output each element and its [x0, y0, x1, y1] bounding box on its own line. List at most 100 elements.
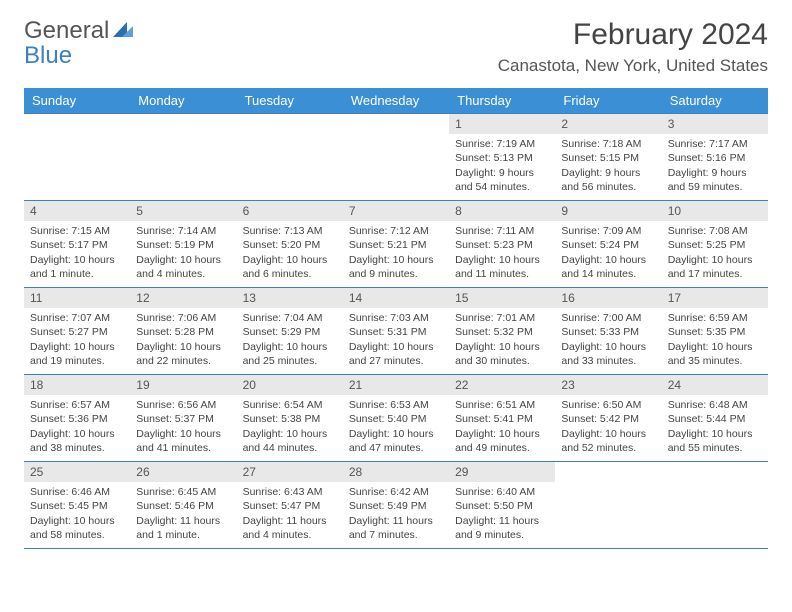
sunset-text: Sunset: 5:16 PM — [668, 151, 762, 165]
sunrise-text: Sunrise: 6:42 AM — [349, 485, 443, 499]
sunrise-text: Sunrise: 6:45 AM — [136, 485, 230, 499]
daylight-text: Daylight: 11 hours and 9 minutes. — [455, 514, 549, 542]
calendar-cell: 13Sunrise: 7:04 AMSunset: 5:29 PMDayligh… — [237, 288, 343, 374]
sunset-text: Sunset: 5:33 PM — [561, 325, 655, 339]
calendar-cell: 15Sunrise: 7:01 AMSunset: 5:32 PMDayligh… — [449, 288, 555, 374]
calendar-cell-empty — [130, 114, 236, 200]
calendar-cell: 24Sunrise: 6:48 AMSunset: 5:44 PMDayligh… — [662, 375, 768, 461]
logo: GeneralBlue — [24, 18, 135, 68]
sunset-text: Sunset: 5:13 PM — [455, 151, 549, 165]
day-number: 3 — [662, 114, 768, 134]
day-number: 25 — [24, 462, 130, 482]
sunset-text: Sunset: 5:46 PM — [136, 499, 230, 513]
calendar-cell: 18Sunrise: 6:57 AMSunset: 5:36 PMDayligh… — [24, 375, 130, 461]
sunset-text: Sunset: 5:20 PM — [243, 238, 337, 252]
daylight-text: Daylight: 10 hours and 30 minutes. — [455, 340, 549, 368]
sunset-text: Sunset: 5:44 PM — [668, 412, 762, 426]
location: Canastota, New York, United States — [498, 56, 768, 76]
calendar-cell-empty — [662, 462, 768, 548]
daylight-text: Daylight: 10 hours and 33 minutes. — [561, 340, 655, 368]
day-number: 16 — [555, 288, 661, 308]
sunset-text: Sunset: 5:37 PM — [136, 412, 230, 426]
daylight-text: Daylight: 10 hours and 1 minute. — [30, 253, 124, 281]
logo-text-2: Blue — [24, 42, 72, 69]
daylight-text: Daylight: 10 hours and 49 minutes. — [455, 427, 549, 455]
month-title: February 2024 — [498, 18, 768, 52]
sunrise-text: Sunrise: 7:19 AM — [455, 137, 549, 151]
calendar-cell: 8Sunrise: 7:11 AMSunset: 5:23 PMDaylight… — [449, 201, 555, 287]
day-number: 6 — [237, 201, 343, 221]
calendar-cell-empty — [237, 114, 343, 200]
day-number: 11 — [24, 288, 130, 308]
weekday-label: Wednesday — [343, 88, 449, 113]
calendar-cell: 9Sunrise: 7:09 AMSunset: 5:24 PMDaylight… — [555, 201, 661, 287]
calendar-cell: 19Sunrise: 6:56 AMSunset: 5:37 PMDayligh… — [130, 375, 236, 461]
sunset-text: Sunset: 5:45 PM — [30, 499, 124, 513]
logo-sail-icon — [113, 18, 135, 43]
daylight-text: Daylight: 9 hours and 54 minutes. — [455, 166, 549, 194]
header: GeneralBlue February 2024 Canastota, New… — [24, 18, 768, 76]
calendar-grid: 1Sunrise: 7:19 AMSunset: 5:13 PMDaylight… — [24, 113, 768, 549]
sunrise-text: Sunrise: 7:18 AM — [561, 137, 655, 151]
daylight-text: Daylight: 10 hours and 25 minutes. — [243, 340, 337, 368]
weekday-label: Monday — [130, 88, 236, 113]
sunset-text: Sunset: 5:25 PM — [668, 238, 762, 252]
calendar-cell: 29Sunrise: 6:40 AMSunset: 5:50 PMDayligh… — [449, 462, 555, 548]
daylight-text: Daylight: 11 hours and 4 minutes. — [243, 514, 337, 542]
sunrise-text: Sunrise: 7:08 AM — [668, 224, 762, 238]
calendar-cell: 26 Sunrise: 6:45 AMSunset: 5:46 PMDayligh… — [130, 462, 236, 548]
calendar-cell: 1 Sunrise: 7:19 AMSunset: 5:13 PMDaylight… — [449, 114, 555, 200]
calendar-cell: 5Sunrise: 7:14 AMSunset: 5:19 PMDaylight… — [130, 201, 236, 287]
calendar-cell: 3 Sunrise: 7:17 AMSunset: 5:16 PMDaylight… — [662, 114, 768, 200]
daylight-text: Daylight: 10 hours and 4 minutes. — [136, 253, 230, 281]
day-number: 24 — [662, 375, 768, 395]
sunset-text: Sunset: 5:27 PM — [30, 325, 124, 339]
day-number: 1 — [449, 114, 555, 134]
day-number: 2 — [555, 114, 661, 134]
sunrise-text: Sunrise: 6:53 AM — [349, 398, 443, 412]
sunrise-text: Sunrise: 6:57 AM — [30, 398, 124, 412]
weekday-label: Sunday — [24, 88, 130, 113]
sunset-text: Sunset: 5:38 PM — [243, 412, 337, 426]
calendar-cell: 20Sunrise: 6:54 AMSunset: 5:38 PMDayligh… — [237, 375, 343, 461]
daylight-text: Daylight: 10 hours and 11 minutes. — [455, 253, 549, 281]
sunset-text: Sunset: 5:49 PM — [349, 499, 443, 513]
day-number: 20 — [237, 375, 343, 395]
day-number: 21 — [343, 375, 449, 395]
sunset-text: Sunset: 5:35 PM — [668, 325, 762, 339]
day-number: 18 — [24, 375, 130, 395]
sunrise-text: Sunrise: 7:09 AM — [561, 224, 655, 238]
sunset-text: Sunset: 5:47 PM — [243, 499, 337, 513]
calendar-week: 18Sunrise: 6:57 AMSunset: 5:36 PMDayligh… — [24, 375, 768, 462]
sunrise-text: Sunrise: 7:15 AM — [30, 224, 124, 238]
weekday-label: Tuesday — [237, 88, 343, 113]
daylight-text: Daylight: 10 hours and 14 minutes. — [561, 253, 655, 281]
day-number: 26 — [130, 462, 236, 482]
day-number: 29 — [449, 462, 555, 482]
calendar-cell: 25Sunrise: 6:46 AMSunset: 5:45 PMDayligh… — [24, 462, 130, 548]
sunrise-text: Sunrise: 7:07 AM — [30, 311, 124, 325]
sunset-text: Sunset: 5:15 PM — [561, 151, 655, 165]
sunset-text: Sunset: 5:41 PM — [455, 412, 549, 426]
daylight-text: Daylight: 10 hours and 6 minutes. — [243, 253, 337, 281]
daylight-text: Daylight: 10 hours and 35 minutes. — [668, 340, 762, 368]
weekday-header: Sunday Monday Tuesday Wednesday Thursday… — [24, 88, 768, 113]
daylight-text: Daylight: 11 hours and 1 minute. — [136, 514, 230, 542]
title-block: February 2024 Canastota, New York, Unite… — [498, 18, 768, 76]
calendar-cell: 22Sunrise: 6:51 AMSunset: 5:41 PMDayligh… — [449, 375, 555, 461]
daylight-text: Daylight: 10 hours and 19 minutes. — [30, 340, 124, 368]
daylight-text: Daylight: 9 hours and 59 minutes. — [668, 166, 762, 194]
day-number: 8 — [449, 201, 555, 221]
calendar-cell: 7Sunrise: 7:12 AMSunset: 5:21 PMDaylight… — [343, 201, 449, 287]
daylight-text: Daylight: 10 hours and 47 minutes. — [349, 427, 443, 455]
sunset-text: Sunset: 5:21 PM — [349, 238, 443, 252]
logo-text-1: General — [24, 17, 109, 44]
day-number: 27 — [237, 462, 343, 482]
sunrise-text: Sunrise: 7:12 AM — [349, 224, 443, 238]
sunset-text: Sunset: 5:28 PM — [136, 325, 230, 339]
calendar-cell: 11 Sunrise: 7:07 AMSunset: 5:27 PMDayligh… — [24, 288, 130, 374]
sunrise-text: Sunrise: 7:17 AM — [668, 137, 762, 151]
calendar-cell: 16Sunrise: 7:00 AMSunset: 5:33 PMDayligh… — [555, 288, 661, 374]
sunset-text: Sunset: 5:23 PM — [455, 238, 549, 252]
daylight-text: Daylight: 10 hours and 58 minutes. — [30, 514, 124, 542]
